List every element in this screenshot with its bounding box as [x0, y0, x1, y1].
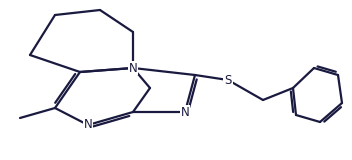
Text: N: N [128, 61, 137, 75]
Text: N: N [181, 105, 189, 119]
Text: N: N [84, 119, 92, 132]
Text: S: S [224, 73, 232, 87]
